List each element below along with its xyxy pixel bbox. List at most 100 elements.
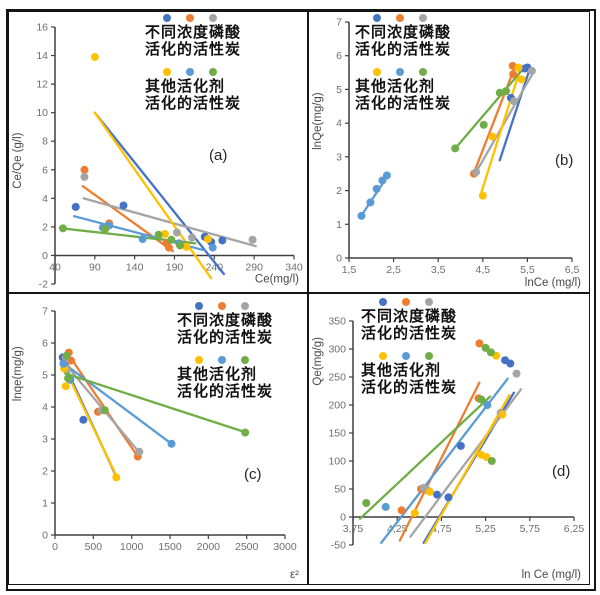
y-tick-label: 5 — [42, 370, 48, 382]
trend-line-phosphoric-1 — [93, 111, 226, 276]
data-point-phosphoric-2 — [509, 70, 518, 79]
data-point-other-3 — [477, 395, 486, 404]
x-axis-title: lnCe (mg/l) — [525, 277, 581, 289]
x-tick-label: 3,5 — [431, 264, 446, 276]
trend-line-other-1 — [424, 393, 511, 544]
trend-line-other-3 — [452, 65, 527, 152]
x-tick-label: 500 — [85, 541, 103, 553]
y-tick-label: 4 — [336, 118, 342, 130]
x-tick-label: 3,75 — [343, 523, 364, 535]
data-point-other-3 — [241, 428, 250, 437]
data-point-phosphoric-3 — [512, 369, 521, 378]
x-tick-label: 1,5 — [342, 264, 357, 276]
data-point-other-1 — [112, 473, 121, 482]
data-point-other-2 — [357, 211, 366, 220]
trend-line-other-2 — [63, 362, 173, 445]
data-point-other-3 — [100, 406, 109, 415]
data-point-other-2 — [138, 235, 147, 244]
data-point-other-1 — [498, 410, 507, 419]
data-point-other-1 — [425, 487, 434, 496]
data-point-phosphoric-1 — [71, 202, 80, 211]
data-point-other-3 — [487, 457, 496, 465]
y-tick-label: 3 — [42, 434, 48, 446]
y-tick-label: 6 — [42, 338, 48, 350]
data-point-phosphoric-1 — [218, 236, 227, 245]
data-point-phosphoric-3 — [510, 97, 519, 106]
y-tick-label: 4 — [42, 402, 48, 414]
y-tick-label: 350 — [328, 316, 346, 328]
data-point-phosphoric-3 — [527, 66, 536, 75]
y-tick-label: 7 — [42, 306, 48, 318]
x-tick-label: 4,5 — [475, 264, 490, 276]
x-tick-label: 40 — [49, 261, 61, 273]
trend-line-other-1 — [63, 367, 119, 479]
y-tick-label: 2 — [42, 466, 48, 478]
chart-grid: 40 90 140 190 240 290 340 -2 0 2 4 6 8 10 12 14 16 Ce(mg/… — [8, 11, 590, 585]
data-point-other-3 — [154, 230, 163, 239]
data-point-other-3 — [486, 348, 495, 357]
data-point-other-3 — [62, 351, 71, 360]
y-tick-label: 0 — [340, 512, 346, 524]
data-point-other-3 — [495, 88, 504, 97]
data-point-other-3 — [58, 224, 67, 233]
data-point-other-1 — [61, 382, 70, 391]
x-tick-label: 0 — [52, 541, 58, 553]
x-tick-label: 6,25 — [564, 523, 585, 535]
y-tick-label: -50 — [331, 540, 346, 552]
panel-c: 0 500 1000 1500 2000 2500 3000 0 1 2 3 4 5 6 7 ε² lnqe(m… — [8, 293, 308, 585]
y-tick-label: -2 — [39, 279, 48, 291]
y-tick-label: 6 — [336, 50, 342, 62]
data-point-phosphoric-2 — [164, 243, 173, 252]
data-point-other-3 — [176, 241, 185, 250]
x-tick-label: 190 — [166, 261, 184, 273]
x-tick-label: 4,25 — [387, 523, 408, 535]
data-point-phosphoric-1 — [432, 490, 441, 499]
y-tick-label: 10 — [36, 107, 48, 119]
data-point-phosphoric-1 — [456, 441, 465, 450]
data-point-phosphoric-2 — [475, 339, 484, 348]
chart-b-canvas: 1,5 2,5 3,5 4,5 5,5 6,5 0 1 2 3 4 5 6 7 lnCe (mg/l) lnQ… — [312, 17, 581, 290]
data-point-other-3 — [501, 87, 510, 96]
x-tick-label: 1000 — [120, 541, 144, 553]
data-point-other-2 — [372, 184, 381, 193]
data-point-phosphoric-3 — [188, 233, 197, 242]
data-point-other-1 — [203, 235, 212, 244]
data-point-phosphoric-3 — [80, 172, 89, 181]
data-point-other-1 — [517, 75, 526, 84]
data-point-other-2 — [59, 359, 68, 368]
y-tick-label: 1 — [336, 219, 342, 231]
data-point-other-2 — [381, 502, 390, 511]
data-point-other-1 — [160, 230, 169, 239]
data-point-other-1 — [90, 52, 99, 61]
x-axis-title: ε² — [290, 569, 299, 581]
y-tick-label: 50 — [334, 484, 346, 496]
data-point-other-3 — [481, 343, 490, 352]
y-tick-label: 0 — [336, 253, 342, 265]
figure-frame: 40 90 140 190 240 290 340 -2 0 2 4 6 8 10 12 14 16 Ce(mg/… — [6, 9, 596, 591]
x-tick-label: 5,25 — [475, 523, 496, 535]
data-point-other-1 — [478, 191, 487, 200]
y-tick-label: 300 — [328, 344, 346, 356]
y-axis-title: lnqe(mg/g) — [12, 346, 24, 401]
data-point-other-3 — [101, 225, 110, 234]
data-point-other-1 — [514, 63, 523, 72]
y-tick-label: 2 — [42, 221, 48, 233]
y-tick-label: 12 — [36, 79, 48, 91]
panel-a: 40 90 140 190 240 290 340 -2 0 2 4 6 8 10 12 14 16 Ce(mg/… — [8, 11, 308, 293]
panel-b: 1,5 2,5 3,5 4,5 5,5 6,5 0 1 2 3 4 5 6 7 lnCe (mg/l) lnQ… — [308, 11, 590, 293]
chart-c-canvas: 0 500 1000 1500 2000 2500 3000 0 1 2 3 4 5 6 7 ε² lnqe(m… — [12, 306, 299, 582]
x-tick-label: 2000 — [197, 541, 221, 553]
y-tick-label: 5 — [336, 84, 342, 96]
data-point-other-1 — [182, 242, 191, 251]
data-point-other-2 — [208, 243, 217, 252]
x-tick-label: 2500 — [235, 541, 259, 553]
data-point-other-1 — [488, 132, 497, 141]
y-tick-label: 0 — [42, 530, 48, 542]
data-point-other-2 — [167, 439, 176, 448]
y-tick-label: 100 — [328, 456, 346, 468]
y-axis-title: Qe(mg/g) — [312, 337, 324, 386]
x-tick-label: 5,75 — [520, 523, 541, 535]
data-point-phosphoric-2 — [397, 506, 406, 515]
x-tick-label: 340 — [285, 261, 303, 273]
trend-line-phosphoric-3 — [82, 197, 257, 248]
